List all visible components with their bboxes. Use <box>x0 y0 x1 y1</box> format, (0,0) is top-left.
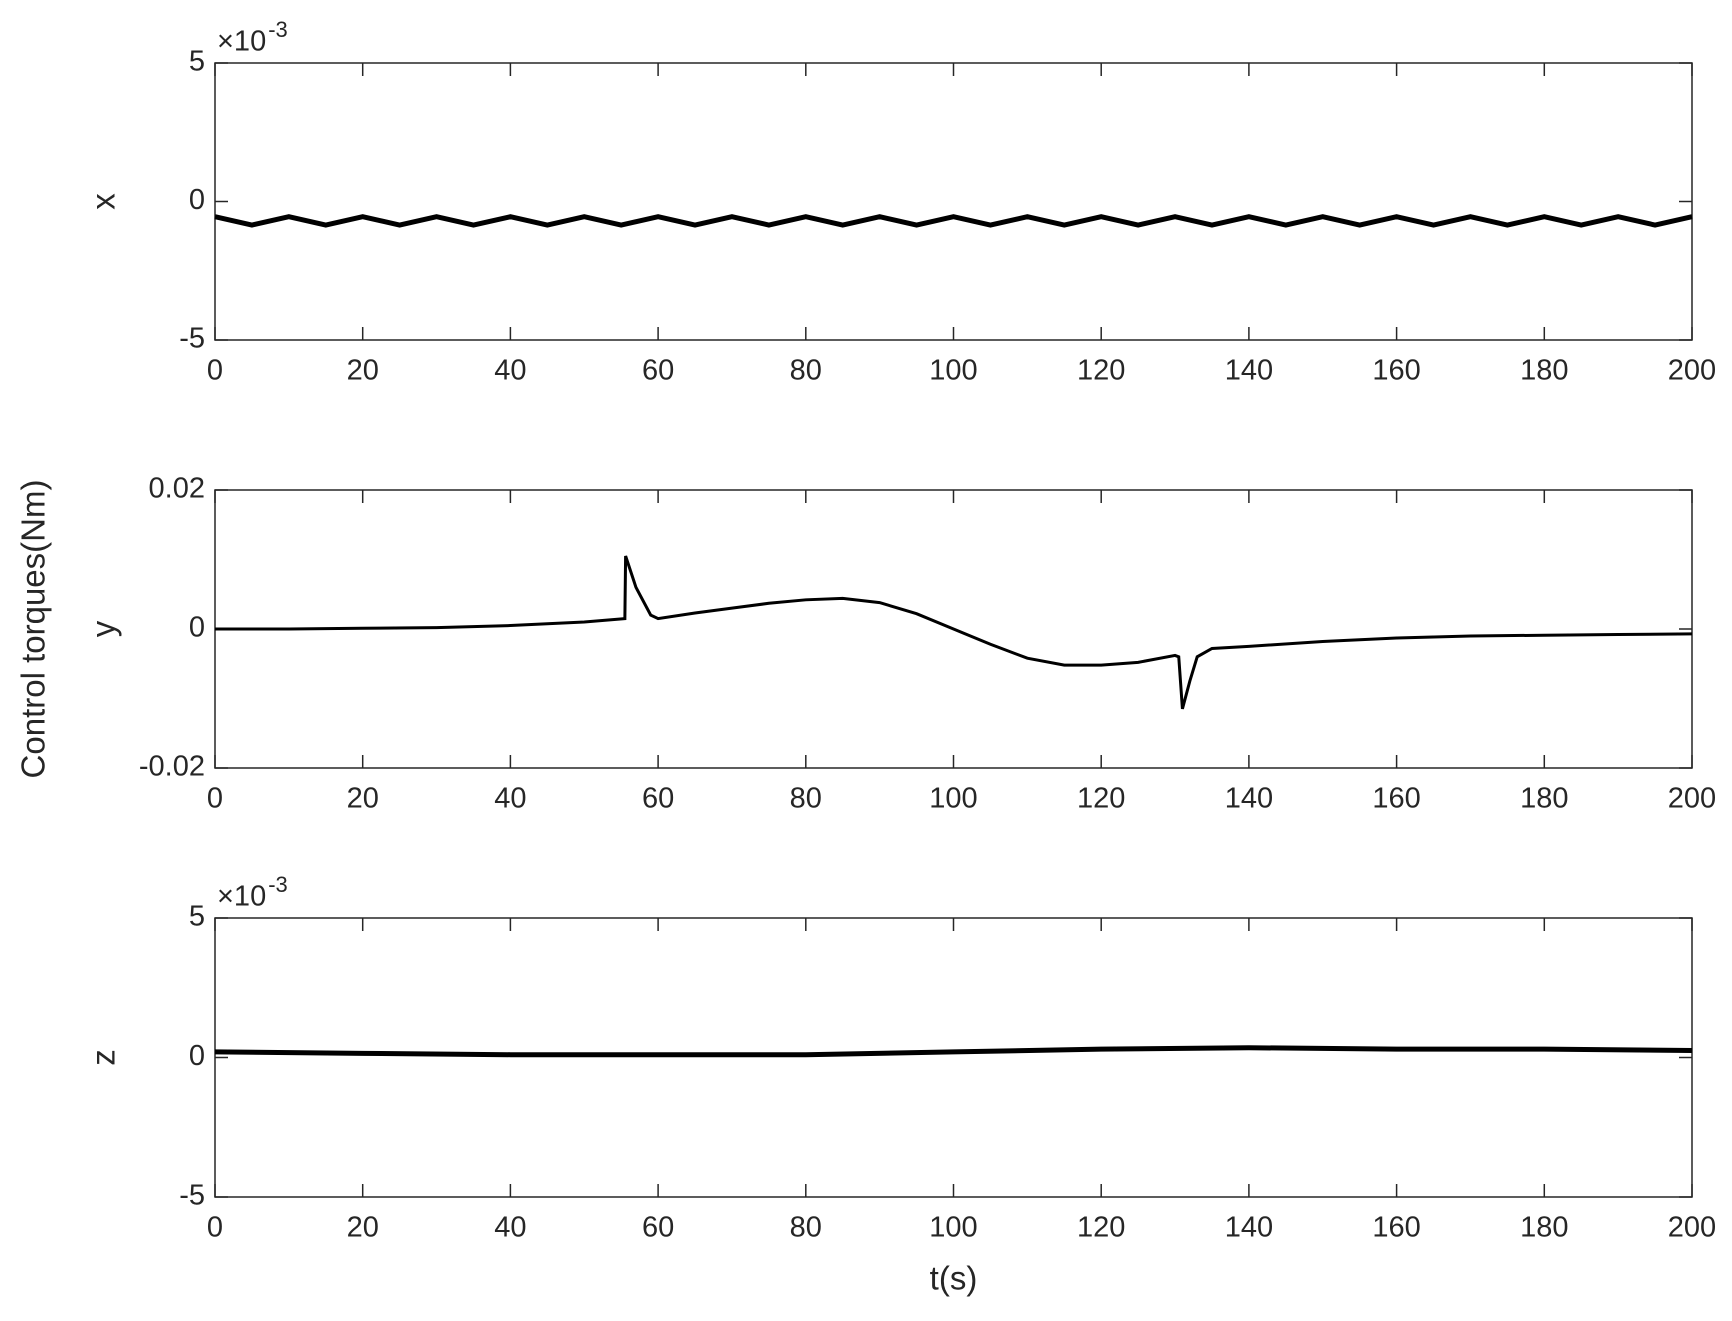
x-tick-label: 40 <box>494 783 526 815</box>
x-tick-label: 120 <box>1077 783 1125 815</box>
data-line <box>214 214 1693 228</box>
data-line <box>215 555 1693 710</box>
y-label: x <box>85 193 122 210</box>
x-tick-label: 180 <box>1520 783 1568 815</box>
x-tick-label: 60 <box>642 355 674 387</box>
x-tick-label: 200 <box>1668 355 1716 387</box>
x-tick-label: 180 <box>1520 355 1568 387</box>
multiplier-exponent: -3 <box>268 17 288 42</box>
y-tick-label: -5 <box>179 323 205 355</box>
x-label: t(s) <box>930 1260 978 1297</box>
axes-box <box>214 917 1693 1198</box>
y-tick-label: 0 <box>189 184 205 216</box>
multiplier-base: ×10 <box>217 26 266 58</box>
x-tick-label: 40 <box>494 355 526 387</box>
y-tick-label: -5 <box>179 1180 205 1212</box>
data-line <box>214 1045 1693 1058</box>
y-tick-label: -0.02 <box>139 751 205 783</box>
y-tick-label: 0 <box>189 1040 205 1072</box>
x-tick-label: 0 <box>207 783 223 815</box>
y-tick-label: 0 <box>189 612 205 644</box>
x-tick-label: 160 <box>1372 783 1420 815</box>
y-tick-label: 0.02 <box>149 473 205 505</box>
x-tick-label: 60 <box>642 783 674 815</box>
x-tick-label: 80 <box>790 783 822 815</box>
multiplier-base: ×10 <box>217 881 266 913</box>
x-tick-label: 0 <box>207 355 223 387</box>
x-tick-label: 100 <box>929 355 977 387</box>
axes-box <box>214 62 1693 341</box>
x-tick-label: 80 <box>790 355 822 387</box>
x-tick-label: 160 <box>1372 1212 1420 1244</box>
x-tick-label: 0 <box>207 1212 223 1244</box>
x-tick-label: 80 <box>790 1212 822 1244</box>
x-tick-label: 140 <box>1225 1212 1273 1244</box>
y-label: z <box>85 1049 122 1066</box>
x-tick-label: 160 <box>1372 355 1420 387</box>
x-tick-label: 200 <box>1668 1212 1716 1244</box>
x-tick-label: 200 <box>1668 783 1716 815</box>
x-tick-label: 120 <box>1077 1212 1125 1244</box>
x-tick-label: 140 <box>1225 355 1273 387</box>
x-tick-label: 20 <box>347 355 379 387</box>
y-label: y <box>85 620 122 637</box>
y-tick-label: 5 <box>189 901 205 933</box>
figure-y-label: Control torques(Nm) <box>15 480 52 779</box>
x-tick-label: 40 <box>494 1212 526 1244</box>
x-tick-label: 60 <box>642 1212 674 1244</box>
x-tick-label: 20 <box>347 1212 379 1244</box>
x-tick-label: 20 <box>347 783 379 815</box>
x-tick-label: 100 <box>929 1212 977 1244</box>
x-tick-label: 140 <box>1225 783 1273 815</box>
x-tick-label: 180 <box>1520 1212 1568 1244</box>
x-tick-label: 100 <box>929 783 977 815</box>
y-tick-label: 5 <box>189 46 205 78</box>
x-tick-label: 120 <box>1077 355 1125 387</box>
multiplier-exponent: -3 <box>268 872 288 897</box>
